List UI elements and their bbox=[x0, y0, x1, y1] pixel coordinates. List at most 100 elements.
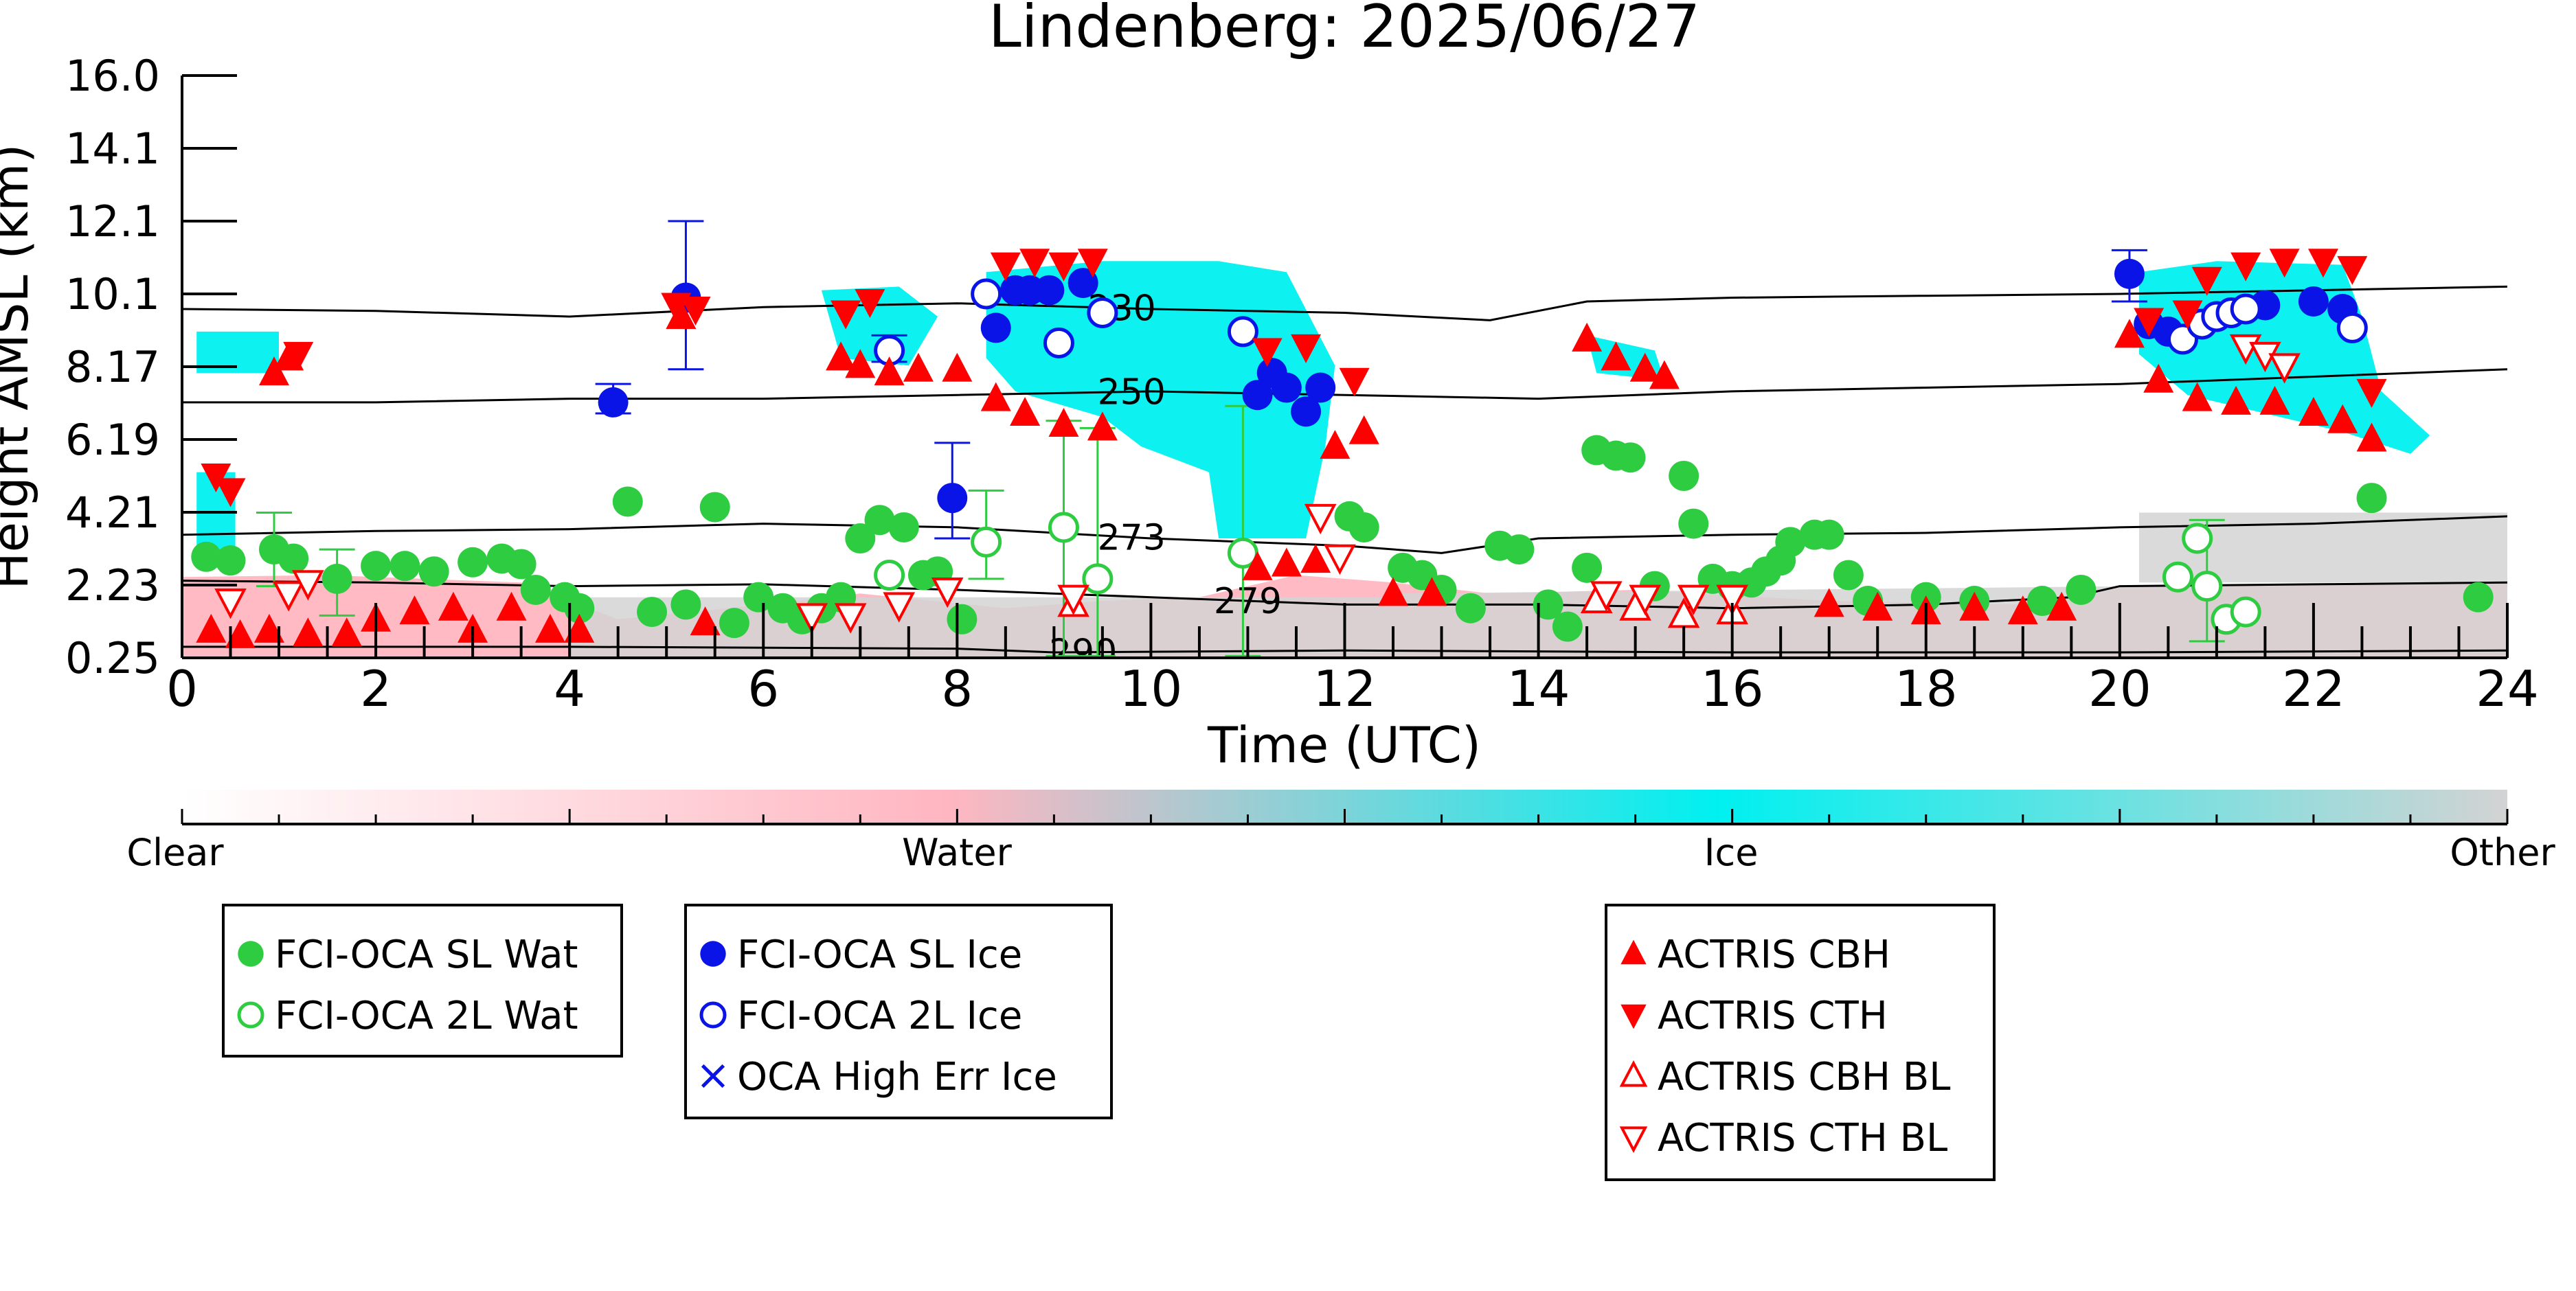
colorbar-label-water: Water bbox=[902, 831, 1012, 874]
x-tick-label: 20 bbox=[2088, 660, 2151, 718]
contour-label-250: 250 bbox=[1098, 372, 1166, 413]
legend-entry-fci-oca-sl-ice: FCI-OCA SL Ice bbox=[700, 933, 1022, 977]
data-point bbox=[457, 547, 488, 578]
data-point bbox=[971, 526, 1002, 558]
data-point bbox=[1677, 584, 1710, 615]
data-point bbox=[1615, 442, 1646, 473]
y-tick-label: 4.21 bbox=[65, 488, 160, 538]
legend-marker bbox=[237, 1001, 264, 1029]
legend-label: ACTRIS CTH BL bbox=[1658, 1116, 1947, 1161]
legend-label: FCI-OCA 2L Ice bbox=[737, 994, 1022, 1038]
data-point bbox=[1305, 372, 1336, 403]
legend-entry-fci-oca-sl-wat: FCI-OCA SL Wat bbox=[238, 933, 578, 977]
legend-entry-actris-cth-bl: ACTRIS CTH BL bbox=[1619, 1116, 1947, 1161]
data-point bbox=[598, 387, 629, 418]
data-point bbox=[2027, 586, 2057, 617]
contour-label-279: 279 bbox=[1214, 581, 1282, 622]
y-tick-label: 12.1 bbox=[65, 196, 160, 247]
data-point bbox=[680, 296, 711, 325]
legend-marker bbox=[701, 1064, 725, 1088]
data-point bbox=[564, 593, 595, 624]
data-point bbox=[506, 549, 536, 580]
contour-label-290: 290 bbox=[1049, 632, 1117, 674]
data-point bbox=[2298, 396, 2329, 426]
data-point bbox=[1019, 249, 1050, 278]
data-point bbox=[2356, 378, 2387, 408]
data-point bbox=[2172, 300, 2203, 330]
y-tick-label: 14.1 bbox=[65, 124, 160, 174]
x-tick-label: 8 bbox=[941, 660, 973, 718]
data-point bbox=[2134, 308, 2165, 337]
data-point bbox=[1320, 430, 1351, 459]
legend-marker bbox=[238, 941, 264, 967]
region-ice-0 bbox=[196, 331, 279, 374]
data-point bbox=[947, 604, 978, 635]
region-other-8 bbox=[2139, 512, 2507, 583]
data-point bbox=[253, 613, 284, 643]
data-point bbox=[438, 591, 468, 621]
data-point bbox=[2337, 255, 2368, 285]
data-point bbox=[2143, 363, 2174, 393]
legend-marker bbox=[1620, 1004, 1647, 1029]
y-tick-label: 16.0 bbox=[65, 51, 160, 101]
data-point bbox=[2327, 404, 2358, 433]
series-actris-cth bbox=[201, 249, 2387, 507]
data-point bbox=[2269, 249, 2300, 278]
legend-label: ACTRIS CTH bbox=[1658, 994, 1888, 1038]
x-tick-label: 12 bbox=[1313, 660, 1377, 718]
data-point bbox=[283, 341, 314, 371]
data-point bbox=[1669, 461, 1699, 491]
legend-box-1: FCI-OCA SL Wat FCI-OCA 2L Wat bbox=[222, 904, 623, 1058]
data-point bbox=[1087, 411, 1118, 441]
data-point bbox=[980, 312, 1011, 343]
data-point bbox=[1067, 268, 1098, 299]
data-point bbox=[971, 278, 1002, 310]
data-point bbox=[2259, 385, 2290, 415]
data-point bbox=[1348, 512, 1379, 542]
data-point bbox=[1048, 512, 1079, 543]
data-point bbox=[874, 356, 905, 386]
data-point bbox=[2230, 596, 2261, 628]
data-point bbox=[1572, 552, 1603, 583]
data-point bbox=[2221, 385, 2252, 415]
legend-box-3: ACTRIS CBH ACTRIS CTH ACTRIS CBH BL ACTRIS … bbox=[1605, 904, 1996, 1181]
contour-label-273: 273 bbox=[1098, 517, 1166, 558]
contour-line-273 bbox=[182, 515, 2507, 554]
data-point bbox=[942, 352, 973, 382]
data-point bbox=[637, 597, 668, 628]
data-point bbox=[834, 603, 867, 634]
data-point bbox=[2114, 258, 2145, 289]
data-point bbox=[2182, 523, 2213, 554]
data-point bbox=[666, 299, 697, 329]
data-point bbox=[1048, 408, 1079, 437]
data-point bbox=[2046, 591, 2077, 621]
data-point bbox=[1833, 560, 1864, 591]
x-axis-label: Time (UTC) bbox=[1207, 716, 1481, 774]
legend-frame bbox=[222, 904, 623, 1058]
data-point bbox=[795, 603, 828, 634]
data-point bbox=[874, 560, 905, 591]
y-tick-label: 2.23 bbox=[65, 560, 160, 610]
data-point bbox=[1271, 372, 1302, 403]
x-tick-label: 16 bbox=[1701, 660, 1764, 718]
data-point bbox=[1590, 581, 1623, 612]
y-tick-label: 10.1 bbox=[65, 269, 160, 319]
data-point bbox=[743, 582, 774, 613]
data-point bbox=[831, 300, 861, 330]
data-point bbox=[293, 617, 324, 647]
data-point bbox=[612, 486, 643, 517]
data-point bbox=[361, 551, 392, 582]
data-point bbox=[201, 464, 231, 492]
data-point bbox=[1959, 591, 1990, 621]
series-fci-oca-2l-ice bbox=[874, 278, 2368, 366]
chart-title: Lindenberg: 2025/06/27 bbox=[988, 0, 1700, 61]
data-point bbox=[1678, 508, 1709, 539]
x-tick-label: 10 bbox=[1120, 660, 1183, 718]
data-point bbox=[1324, 544, 1356, 575]
data-point bbox=[2268, 353, 2301, 384]
data-point bbox=[1572, 322, 1603, 352]
data-point bbox=[937, 483, 968, 514]
x-tick-label: 6 bbox=[747, 660, 779, 718]
